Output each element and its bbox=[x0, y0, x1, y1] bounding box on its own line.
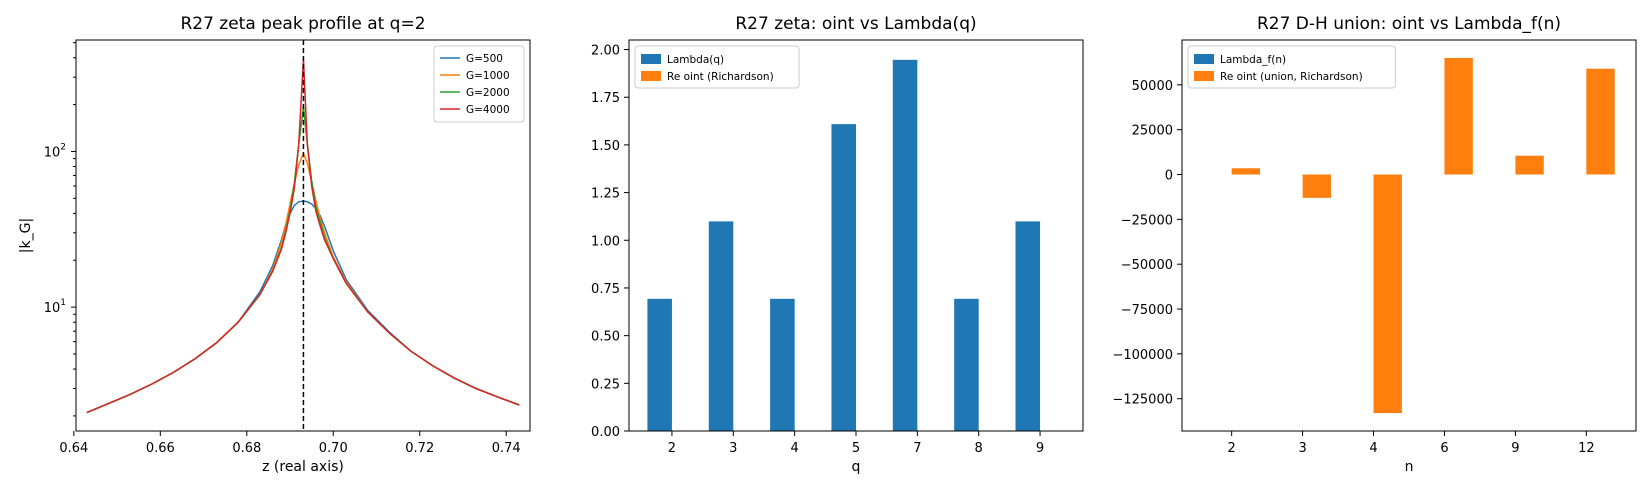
legend-swatch bbox=[1194, 71, 1214, 81]
x-tick-label: 0.68 bbox=[232, 441, 261, 456]
legend: Lambda(q) Re oint (Richardson) bbox=[634, 45, 800, 89]
bar bbox=[831, 124, 856, 432]
chart-title: R27 D-H union: oint vs Lambda_f(n) bbox=[1257, 14, 1561, 34]
plot-area bbox=[86, 40, 520, 431]
legend: G=500 G=1000 G=2000 G=4000 bbox=[433, 45, 525, 123]
y-axis-label: |k_G| bbox=[18, 218, 34, 253]
bar bbox=[708, 221, 734, 431]
x-tick-label: 0.72 bbox=[405, 441, 434, 456]
y-tick-label: −75000 bbox=[1121, 303, 1173, 318]
x-tick-label: 0.64 bbox=[59, 441, 88, 456]
legend-label: Re oint (Richardson) bbox=[667, 71, 774, 83]
legend: Lambda_f(n) Re oint (union, Richardson) bbox=[1187, 45, 1396, 89]
x-tick-label: 5 bbox=[852, 441, 860, 456]
x-tick-label: 9 bbox=[1511, 441, 1519, 456]
x-axis-label: z (real axis) bbox=[262, 459, 344, 475]
x-tick-label: 4 bbox=[1369, 441, 1377, 456]
legend-label: Re oint (union, Richardson) bbox=[1220, 71, 1363, 83]
legend-box bbox=[433, 45, 525, 123]
chart-1: 0.64 0.66 0.68 0.70 0.72 0.74 101 102 R27 zeta p… bbox=[18, 14, 531, 475]
legend-label: Lambda(q) bbox=[667, 54, 724, 66]
y-tick-label: 0.00 bbox=[591, 425, 620, 440]
x-tick-label: 3 bbox=[1298, 441, 1306, 456]
y-tick-label: 1.75 bbox=[591, 91, 620, 106]
x-tick-label: 7 bbox=[913, 441, 921, 456]
y-tick-label: 0 bbox=[1165, 169, 1173, 184]
bar bbox=[1444, 57, 1473, 175]
x-tick-label: 6 bbox=[1440, 441, 1448, 456]
y-tick-label: 1.00 bbox=[591, 234, 620, 249]
x-tick-label: 0.70 bbox=[319, 441, 348, 456]
x-tick-label: 0.74 bbox=[492, 441, 521, 456]
y-tick-label: −125000 bbox=[1112, 393, 1173, 408]
bar bbox=[647, 298, 672, 431]
legend-swatch bbox=[641, 54, 661, 64]
legend-label: G=500 bbox=[466, 53, 503, 65]
chart-2: 2 3 4 5 7 8 9 0.00 0.25 0.50 0.75 1.00 1.25 1.50 1.75 2… bbox=[591, 14, 1084, 475]
x-tick-label: 3 bbox=[729, 441, 737, 456]
bar bbox=[770, 298, 795, 431]
x-tick-label: 12 bbox=[1578, 441, 1595, 456]
y-tick-label: −100000 bbox=[1112, 348, 1173, 363]
legend-label: G=1000 bbox=[466, 70, 510, 82]
legend-swatch bbox=[641, 71, 661, 81]
bar bbox=[892, 59, 918, 432]
y-tick-label: 25000 bbox=[1132, 124, 1173, 139]
axes-frame bbox=[75, 39, 531, 432]
axes-frame bbox=[1181, 39, 1637, 432]
bar bbox=[954, 298, 979, 431]
y-tick-label: 0.75 bbox=[591, 282, 620, 297]
y-tick-label: 0.50 bbox=[591, 330, 620, 345]
bar bbox=[1231, 168, 1261, 175]
y-tick-label: 1.25 bbox=[591, 187, 620, 202]
legend-swatch bbox=[1194, 54, 1214, 64]
x-tick-label: 2 bbox=[668, 441, 676, 456]
bar bbox=[1586, 68, 1615, 175]
chart-title: R27 zeta: oint vs Lambda(q) bbox=[735, 14, 976, 34]
bar bbox=[1302, 174, 1331, 198]
y-tick-label: 2.00 bbox=[591, 44, 620, 59]
x-tick-label: 9 bbox=[1036, 441, 1044, 456]
x-tick-label: 8 bbox=[975, 441, 983, 456]
legend-box bbox=[634, 45, 800, 89]
y-tick-label: 0.25 bbox=[591, 377, 620, 392]
bar bbox=[1515, 155, 1544, 175]
x-tick-label: 2 bbox=[1228, 441, 1236, 456]
x-axis-label: n bbox=[1405, 459, 1414, 475]
bar bbox=[1015, 221, 1041, 431]
x-axis-label: q bbox=[852, 459, 861, 475]
y-tick-label: −50000 bbox=[1121, 258, 1173, 273]
y-tick-label: 1.50 bbox=[591, 139, 620, 154]
legend-label: Lambda_f(n) bbox=[1220, 54, 1286, 66]
y-tick-label: −25000 bbox=[1121, 213, 1173, 228]
y-tick-label: 101 bbox=[44, 298, 66, 316]
chart-title: R27 zeta peak profile at q=2 bbox=[180, 14, 425, 34]
legend-label: G=4000 bbox=[466, 104, 510, 116]
bar bbox=[1373, 174, 1402, 414]
x-tick-label: 4 bbox=[791, 441, 799, 456]
legend-label: G=2000 bbox=[466, 87, 510, 99]
legend-box bbox=[1187, 45, 1396, 89]
y-tick-label: 102 bbox=[44, 142, 66, 160]
chart-3: 2 3 4 6 9 12 −125000 −100000 −75000 −50000 −25000 0… bbox=[1112, 14, 1637, 475]
y-tick-label: 50000 bbox=[1132, 79, 1173, 94]
x-tick-label: 0.66 bbox=[146, 441, 175, 456]
